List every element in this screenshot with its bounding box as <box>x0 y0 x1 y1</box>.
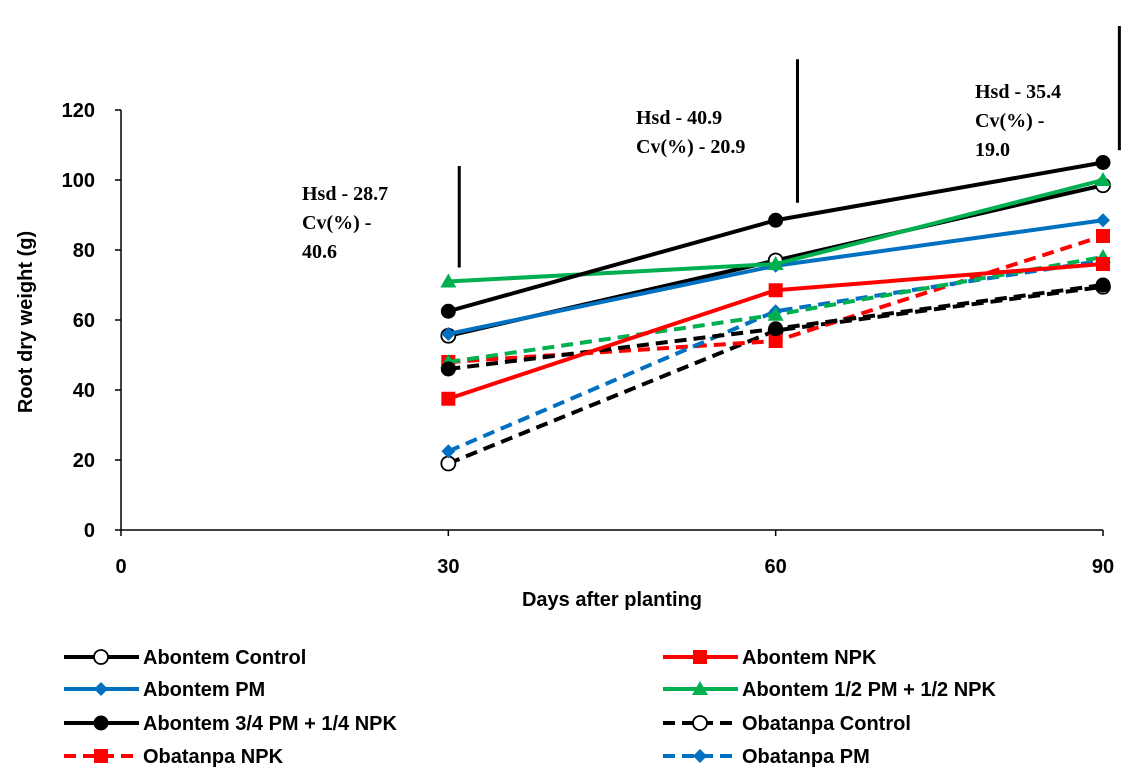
legend-marker <box>93 649 109 665</box>
data-point <box>440 273 457 288</box>
legend-label: Abontem Control <box>143 647 306 669</box>
data-point <box>767 306 784 321</box>
x-tick-label: 60 <box>765 556 787 578</box>
annotation-text: Hsd - 35.4 <box>975 81 1061 103</box>
legend-label: Obatanpa NPK <box>143 746 284 768</box>
y-tick-label: 60 <box>73 310 95 332</box>
annotations: Hsd - 28.7 Cv(%) - 40.6 Hsd - 40.9 Cv(%) - 2… <box>302 26 1121 268</box>
x-tick-label: 90 <box>1092 556 1114 578</box>
data-point <box>441 391 456 406</box>
legend-label: Obatanpa Control <box>742 713 911 735</box>
data-point <box>1096 257 1110 271</box>
data-point <box>441 444 456 459</box>
legend-item: Abontem PM <box>64 679 265 701</box>
data-point <box>768 212 784 228</box>
y-tick-label: 40 <box>73 380 95 402</box>
data-point <box>440 455 457 472</box>
data-point <box>768 334 783 348</box>
y-tick-label: 80 <box>73 240 95 262</box>
series-abontem-1-2-pm-1-2-npk <box>440 172 1111 288</box>
data-point <box>767 256 784 270</box>
legend-item: Abontem Control <box>64 647 306 669</box>
legend-item: Abontem 1/2 PM + 1/2 NPK <box>663 679 997 701</box>
legend-label: Abontem PM <box>143 679 265 701</box>
y-tick-label: 100 <box>62 170 95 192</box>
legend-item: Abontem 3/4 PM + 1/4 NPK <box>64 713 398 735</box>
legend-marker <box>94 682 108 696</box>
legend-item: Abontem NPK <box>663 647 877 669</box>
legend-label: Abontem 3/4 PM + 1/4 NPK <box>143 713 398 735</box>
legend-item: Obatanpa PM <box>663 746 870 768</box>
series-group <box>440 155 1111 472</box>
data-point <box>1095 277 1111 293</box>
y-tick-label: 120 <box>62 100 95 122</box>
legend-marker <box>692 715 708 731</box>
x-tick-label: 30 <box>437 556 459 578</box>
series-obatanpa-3-4-pm-1-4-npk <box>440 277 1111 377</box>
legend-marker <box>693 650 707 664</box>
data-point <box>768 321 784 337</box>
legend-marker <box>94 749 108 763</box>
annotation-text: Cv(%) - <box>302 212 371 234</box>
data-point <box>1096 229 1110 243</box>
data-point <box>1095 172 1111 186</box>
x-axis-title: Days after planting <box>522 589 702 611</box>
legend-label: Obatanpa PM <box>742 746 870 768</box>
annotation-text: Hsd - 28.7 <box>302 183 388 205</box>
legend-marker <box>693 749 707 763</box>
legend-item: Obatanpa NPK <box>64 746 284 768</box>
y-axis-title: Root dry weight (g) <box>15 231 37 413</box>
annotation-text: Hsd - 40.9 <box>636 107 722 129</box>
legend-marker <box>692 681 708 695</box>
x-tick-label: 0 <box>115 556 126 578</box>
data-point <box>440 303 456 319</box>
data-point <box>441 327 456 341</box>
data-point <box>1096 213 1110 228</box>
legend-marker <box>93 715 109 731</box>
annotation-text: 40.6 <box>302 241 337 263</box>
annotation-text: Cv(%) - 20.9 <box>636 136 745 158</box>
legend-label: Abontem NPK <box>742 647 877 669</box>
data-point <box>1095 155 1111 170</box>
legend: Abontem Control Abontem NPK Abontem PM Abon… <box>64 647 997 768</box>
series-abontem-npk <box>441 257 1110 406</box>
series-abontem-3-4-pm-1-4-npk <box>440 155 1111 319</box>
legend-item: Obatanpa Control <box>663 713 911 735</box>
axes: 0 20 40 60 80 100 120 0 30 60 90 <box>62 100 1115 578</box>
y-tick-label: 0 <box>84 520 95 542</box>
data-point <box>768 283 783 298</box>
data-point <box>440 361 456 377</box>
y-tick-label: 20 <box>73 450 95 472</box>
annotation-text: Cv(%) - <box>975 110 1044 132</box>
legend-label: Abontem 1/2 PM + 1/2 NPK <box>742 679 997 701</box>
annotation-text: 19.0 <box>975 139 1010 161</box>
